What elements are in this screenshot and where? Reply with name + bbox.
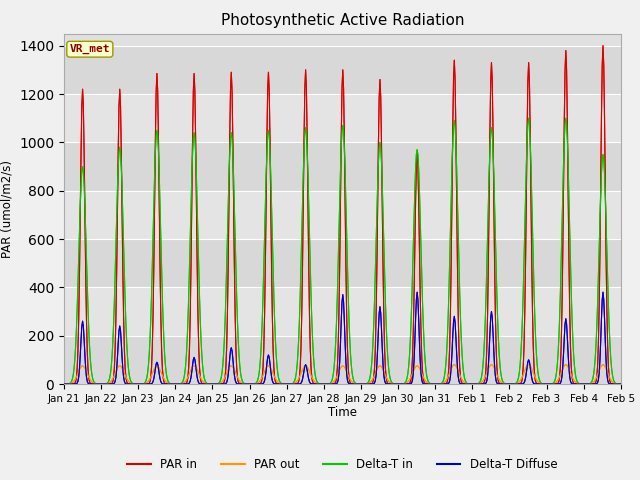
Bar	[64, 143, 621, 191]
X-axis label: Time: Time	[328, 407, 357, 420]
Text: VR_met: VR_met	[70, 44, 110, 54]
Bar	[64, 46, 621, 94]
Y-axis label: PAR (umol/m2/s): PAR (umol/m2/s)	[1, 160, 13, 258]
Bar	[64, 191, 621, 239]
Bar	[64, 239, 621, 288]
Bar	[64, 288, 621, 336]
Bar	[64, 94, 621, 143]
Legend: PAR in, PAR out, Delta-T in, Delta-T Diffuse: PAR in, PAR out, Delta-T in, Delta-T Dif…	[123, 454, 562, 476]
Bar	[64, 336, 621, 384]
Title: Photosynthetic Active Radiation: Photosynthetic Active Radiation	[221, 13, 464, 28]
